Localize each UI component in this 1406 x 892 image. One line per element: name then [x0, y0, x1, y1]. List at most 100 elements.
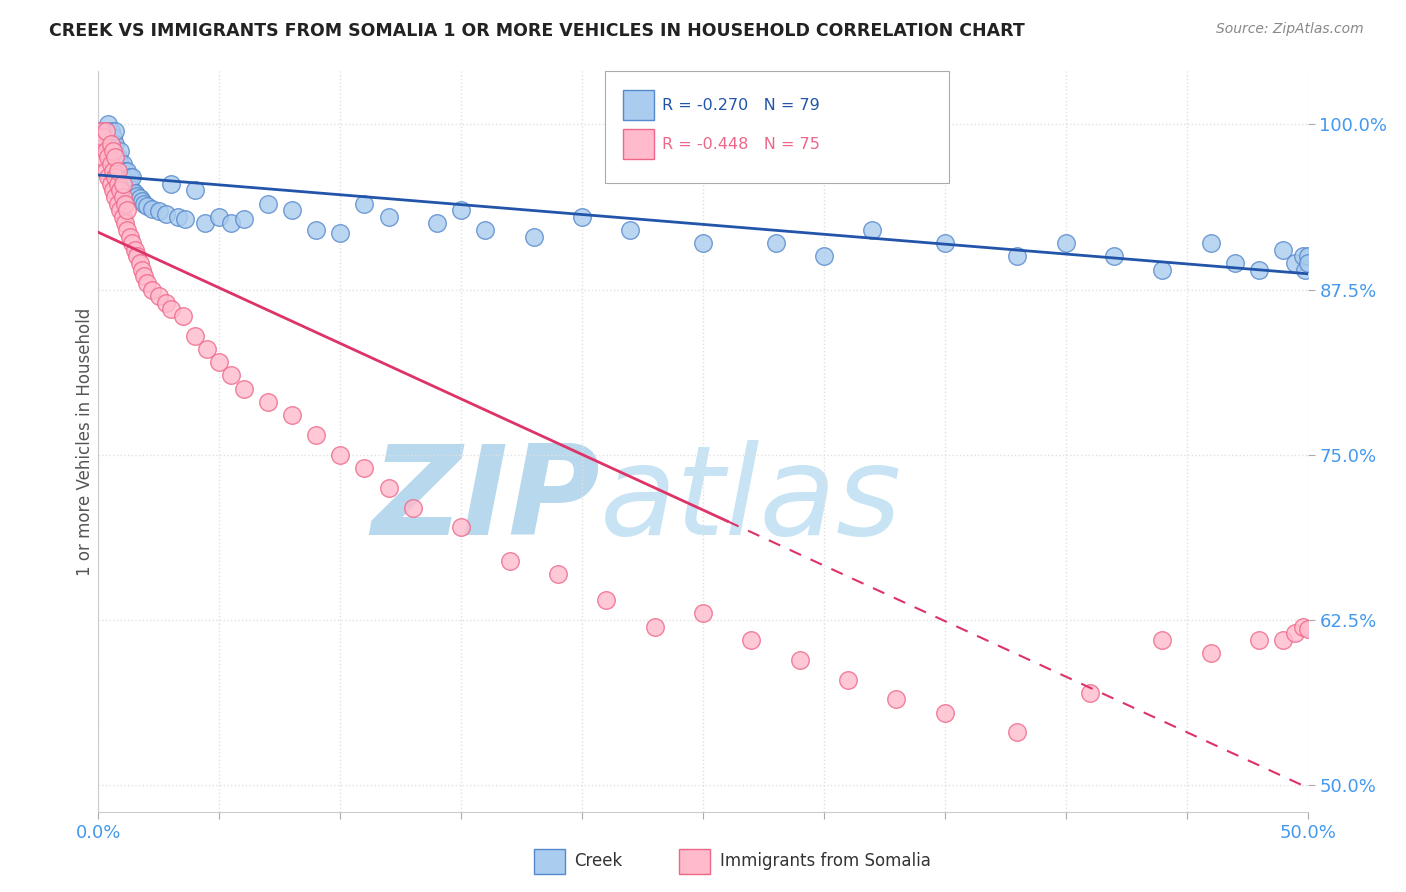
Point — [104, 170, 127, 185]
Point — [184, 328, 207, 343]
Point — [100, 177, 122, 191]
Point — [141, 202, 163, 216]
Point — [1249, 262, 1271, 277]
Point — [595, 593, 617, 607]
Text: CREEK VS IMMIGRANTS FROM SOMALIA 1 OR MORE VEHICLES IN HOUSEHOLD CORRELATION CHA: CREEK VS IMMIGRANTS FROM SOMALIA 1 OR MO… — [49, 22, 1025, 40]
Point — [232, 382, 254, 396]
Point — [97, 117, 120, 131]
Point — [107, 163, 129, 178]
Point — [172, 309, 194, 323]
Point — [692, 607, 714, 621]
Point — [111, 177, 134, 191]
Point — [1296, 256, 1319, 270]
Point — [450, 520, 472, 534]
Text: Source: ZipAtlas.com: Source: ZipAtlas.com — [1216, 22, 1364, 37]
Point — [111, 157, 134, 171]
Point — [789, 653, 811, 667]
Point — [94, 124, 117, 138]
Point — [91, 150, 114, 164]
Point — [305, 223, 328, 237]
Point — [111, 210, 134, 224]
Point — [1152, 262, 1174, 277]
Point — [100, 124, 122, 138]
Text: Immigrants from Somalia: Immigrants from Somalia — [720, 852, 931, 870]
Point — [121, 236, 143, 251]
Point — [1292, 250, 1315, 264]
Point — [128, 191, 150, 205]
Point — [221, 368, 243, 383]
Point — [107, 177, 129, 191]
Point — [104, 150, 127, 164]
Point — [94, 144, 117, 158]
Point — [426, 216, 449, 230]
Point — [134, 196, 156, 211]
Point — [108, 157, 131, 171]
Text: ZIP: ZIP — [371, 441, 600, 561]
Point — [167, 210, 190, 224]
Point — [281, 203, 304, 218]
Point — [155, 207, 177, 221]
Point — [1272, 632, 1295, 647]
Point — [837, 673, 859, 687]
Point — [134, 269, 156, 284]
Point — [1199, 236, 1222, 251]
Point — [91, 130, 114, 145]
Point — [256, 196, 278, 211]
Point — [127, 250, 149, 264]
Point — [1292, 620, 1315, 634]
Point — [1296, 250, 1319, 264]
Text: Creek: Creek — [574, 852, 621, 870]
Point — [128, 256, 150, 270]
Point — [305, 428, 328, 442]
Point — [101, 183, 124, 197]
Point — [148, 204, 170, 219]
Point — [1007, 725, 1029, 739]
Point — [108, 170, 131, 185]
Point — [131, 194, 153, 208]
Point — [117, 163, 139, 178]
Point — [860, 223, 883, 237]
Point — [107, 150, 129, 164]
Point — [1054, 236, 1077, 251]
Point — [107, 196, 129, 211]
Point — [94, 137, 117, 152]
Point — [114, 216, 136, 230]
Point — [100, 137, 122, 152]
Point — [281, 408, 304, 422]
Text: atlas: atlas — [600, 441, 903, 561]
Point — [135, 276, 157, 290]
Point — [121, 183, 143, 197]
Point — [91, 130, 114, 145]
Point — [108, 183, 131, 197]
Point — [100, 157, 122, 171]
Point — [208, 210, 231, 224]
Point — [450, 203, 472, 218]
Point — [377, 210, 399, 224]
Point — [498, 553, 520, 567]
Point — [619, 223, 641, 237]
Point — [104, 157, 127, 171]
Point — [97, 130, 120, 145]
Point — [765, 236, 787, 251]
Point — [1199, 646, 1222, 660]
Point — [111, 170, 134, 185]
Point — [353, 196, 375, 211]
Point — [740, 632, 762, 647]
Point — [1223, 256, 1246, 270]
Point — [547, 566, 569, 581]
Text: R = -0.448   N = 75: R = -0.448 N = 75 — [662, 137, 820, 152]
Point — [195, 342, 218, 356]
Point — [101, 163, 124, 178]
Point — [571, 210, 593, 224]
Point — [104, 137, 127, 152]
Point — [117, 177, 139, 191]
Point — [1272, 243, 1295, 257]
Point — [644, 620, 666, 634]
Point — [194, 216, 217, 230]
Point — [97, 150, 120, 164]
Point — [124, 243, 146, 257]
Point — [160, 177, 183, 191]
Point — [90, 137, 112, 152]
Point — [97, 144, 120, 158]
Point — [111, 190, 134, 204]
